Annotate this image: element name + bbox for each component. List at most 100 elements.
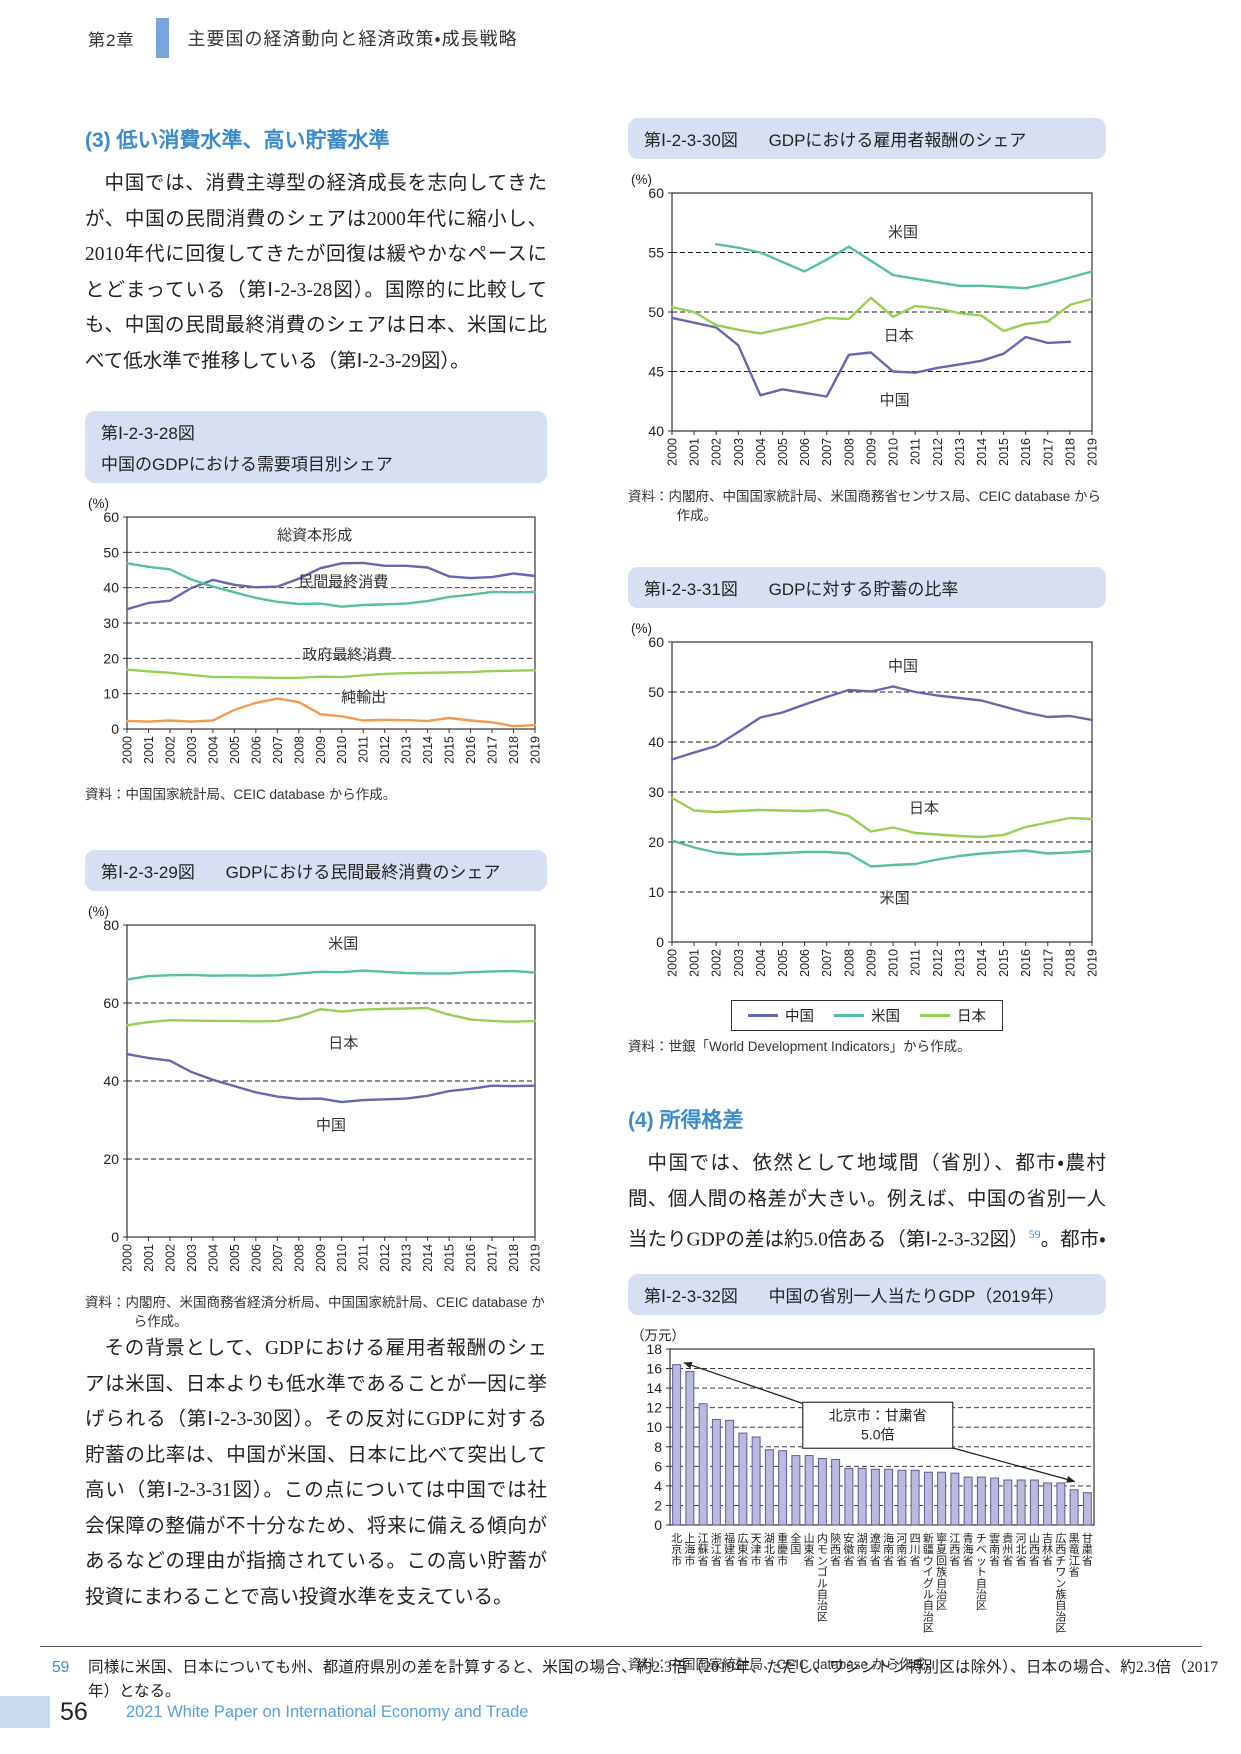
footnote-divider <box>40 1646 1202 1647</box>
svg-text:2019: 2019 <box>1086 949 1100 977</box>
svg-text:中国: 中国 <box>880 392 910 409</box>
svg-text:2000: 2000 <box>121 736 135 764</box>
svg-text:江蘇省: 江蘇省 <box>698 1532 709 1567</box>
svg-text:20: 20 <box>103 1151 119 1167</box>
chart-31-legend: 中国 米国 日本 <box>731 1000 1003 1031</box>
svg-text:河南省: 河南省 <box>896 1532 907 1567</box>
section-3-paragraph-2: その背景として、GDPにおける雇用者報酬のシェアは米国、日本よりも低水準であるこ… <box>85 1338 547 1608</box>
figure-32-title-box: 第Ⅰ-2-3-32図 中国の省別一人当たりGDP（2019年） <box>628 1274 1106 1315</box>
figure-32-number: 第Ⅰ-2-3-32図 <box>644 1287 738 1306</box>
svg-text:遼寧省: 遼寧省 <box>870 1531 881 1567</box>
svg-text:2004: 2004 <box>206 736 220 764</box>
page-number: 56 <box>60 1697 88 1726</box>
svg-text:2019: 2019 <box>529 1244 543 1272</box>
svg-text:2004: 2004 <box>206 1244 220 1272</box>
svg-text:40: 40 <box>103 580 119 596</box>
svg-text:2017: 2017 <box>486 736 500 764</box>
svg-text:2011: 2011 <box>909 949 923 976</box>
figure-30-title: GDPにおける雇用者報酬のシェア <box>768 131 1027 150</box>
svg-text:80: 80 <box>103 917 119 933</box>
figure-1-2-3-31: 第Ⅰ-2-3-31図 GDPに対する貯蓄の比率 0 10 20 30 40 50 60 (%)… <box>628 567 1106 1056</box>
svg-text:2008: 2008 <box>842 949 856 977</box>
footer-publication-title: 2021 White Paper on International Econom… <box>125 1702 529 1721</box>
svg-text:0: 0 <box>654 1517 662 1533</box>
chapter-divider-bar <box>156 18 170 58</box>
svg-text:2013: 2013 <box>400 736 414 764</box>
svg-text:2002: 2002 <box>710 949 724 977</box>
svg-text:2014: 2014 <box>421 736 435 764</box>
svg-text:2010: 2010 <box>335 1244 349 1272</box>
svg-text:45: 45 <box>648 364 664 380</box>
svg-text:2005: 2005 <box>228 736 242 764</box>
svg-text:2014: 2014 <box>421 1244 435 1272</box>
svg-text:0: 0 <box>111 721 119 737</box>
right-column: 第Ⅰ-2-3-30図 GDPにおける雇用者報酬のシェア 40 45 50 55 60 (%… <box>628 112 1106 1674</box>
figure-29-title-box: 第Ⅰ-2-3-29図 GDPにおける民間最終消費のシェア <box>85 850 547 891</box>
figure-32-source: 資料：中国国家統計局、CEIC database から作成。 <box>628 1657 940 1672</box>
svg-text:8: 8 <box>654 1439 662 1455</box>
svg-text:10: 10 <box>648 884 664 900</box>
chart-29-canvas: 0 20 40 60 80(%) 2000 2001 2002 2003 2004 2005 2006… <box>88 904 543 1272</box>
figure-30-source: 資料：内閣府、中国国家統計局、米国商務省センサス局、CEIC database … <box>628 489 1102 523</box>
footnote-text: 同様に米国、日本についても州、都道府県別の差を計算すると、米国の場合、約2.3倍… <box>88 1659 1218 1700</box>
figure-31-source: 資料：世銀「World Development Indicators」から作成。 <box>628 1039 971 1054</box>
svg-text:2001: 2001 <box>688 949 702 977</box>
svg-text:2014: 2014 <box>975 438 989 466</box>
svg-text:2013: 2013 <box>953 438 967 466</box>
svg-text:2012: 2012 <box>378 1244 392 1272</box>
svg-text:2015: 2015 <box>443 736 457 764</box>
svg-text:米国: 米国 <box>888 224 918 241</box>
svg-text:2003: 2003 <box>185 1244 199 1272</box>
svg-text:20: 20 <box>103 650 119 666</box>
svg-text:(%): (%) <box>88 496 109 511</box>
svg-text:吉林省: 吉林省 <box>1042 1532 1053 1567</box>
svg-text:内モンゴル自治区: 内モンゴル自治区 <box>817 1531 828 1623</box>
page-number-tab <box>0 1696 50 1728</box>
svg-text:2013: 2013 <box>400 1244 414 1272</box>
svg-text:湖北省: 湖北省 <box>764 1532 775 1567</box>
footnote-number: 59 <box>52 1659 70 1676</box>
svg-text:12: 12 <box>646 1400 662 1416</box>
svg-text:(%): (%) <box>631 172 652 187</box>
svg-text:2018: 2018 <box>507 1244 521 1272</box>
svg-text:2001: 2001 <box>688 438 702 466</box>
svg-text:重慶市: 重慶市 <box>777 1531 788 1567</box>
svg-text:2016: 2016 <box>1019 949 1033 977</box>
svg-text:50: 50 <box>103 544 119 560</box>
figure-1-2-3-30: 第Ⅰ-2-3-30図 GDPにおける雇用者報酬のシェア 40 45 50 55 60 (%… <box>628 118 1106 525</box>
svg-text:2009: 2009 <box>864 949 878 977</box>
figure-32-title: 中国の省別一人当たりGDP（2019年） <box>768 1287 1065 1306</box>
svg-text:2004: 2004 <box>754 438 768 466</box>
svg-text:2012: 2012 <box>931 438 945 466</box>
svg-text:2001: 2001 <box>142 1244 156 1272</box>
svg-text:湖南省: 湖南省 <box>857 1532 868 1567</box>
figure-1-2-3-29: 第Ⅰ-2-3-29図 GDPにおける民間最終消費のシェア 0 20 40 60 80 (%… <box>85 850 547 1331</box>
svg-text:16: 16 <box>646 1361 662 1377</box>
svg-text:2002: 2002 <box>163 736 177 764</box>
svg-text:2002: 2002 <box>710 438 724 466</box>
svg-text:安徽省: 安徽省 <box>843 1532 854 1567</box>
chapter-header: 第2章 主要国の経済動向と経済政策・成長戦略 <box>88 18 518 58</box>
svg-text:2007: 2007 <box>820 438 834 466</box>
legend-item-米国: 米国 <box>834 1005 900 1026</box>
legend-label: 中国 <box>785 1009 814 1025</box>
svg-text:中国: 中国 <box>888 658 918 675</box>
svg-text:総資本形成: 総資本形成 <box>277 527 352 544</box>
legend-label: 日本 <box>957 1009 986 1025</box>
left-column: (3) 低い消費水準、高い貯蓄水準 中国では、消費主導型の経済成長を志向してきた… <box>85 112 547 1615</box>
figure-29-source: 資料：内閣府、米国商務省経済分析局、中国国家統計局、CEIC database … <box>85 1295 545 1329</box>
svg-text:上海市: 上海市 <box>684 1532 695 1567</box>
svg-text:60: 60 <box>648 634 664 650</box>
svg-text:2016: 2016 <box>1019 438 1033 466</box>
svg-text:2010: 2010 <box>887 438 901 466</box>
svg-text:2007: 2007 <box>271 1244 285 1272</box>
svg-text:40: 40 <box>648 734 664 750</box>
svg-text:北京市：甘粛省: 北京市：甘粛省 <box>829 1407 927 1423</box>
svg-text:2014: 2014 <box>975 949 989 977</box>
svg-text:0: 0 <box>111 1229 119 1245</box>
svg-text:5.0倍: 5.0倍 <box>861 1426 894 1442</box>
svg-text:30: 30 <box>103 615 119 631</box>
svg-text:2005: 2005 <box>776 949 790 977</box>
svg-text:2009: 2009 <box>314 736 328 764</box>
